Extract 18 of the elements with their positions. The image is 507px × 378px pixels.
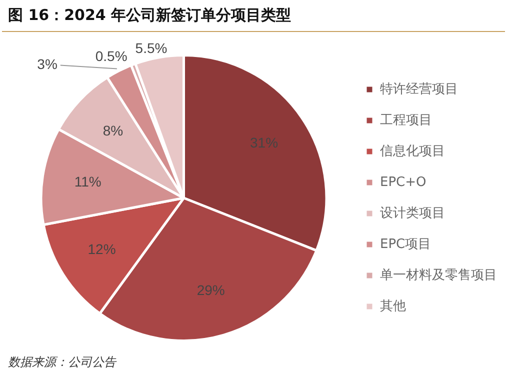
data-label: 11% xyxy=(74,174,102,190)
legend-label: 特许经营项目 xyxy=(380,82,458,97)
data-label: 5.5% xyxy=(135,40,168,56)
data-label: 3% xyxy=(37,56,58,72)
chart-title: 图 16：2024 年公司新签订单分项目类型 xyxy=(2,0,505,32)
data-label: 12% xyxy=(88,240,116,257)
legend-label: 工程项目 xyxy=(380,112,432,128)
legend-label: 设计类项目 xyxy=(380,206,445,221)
legend-label: 单一材料及零售项目 xyxy=(380,268,497,283)
source-note: 数据来源：公司公告 xyxy=(7,354,118,371)
legend-label: 信息化项目 xyxy=(380,144,445,159)
legend-label: EPC+O xyxy=(380,174,426,190)
data-label: 0.5% xyxy=(95,48,128,64)
data-label: 8% xyxy=(102,122,124,138)
legend-label: 其他 xyxy=(380,298,406,314)
legend-label: EPC项目 xyxy=(380,236,432,252)
data-label: 29% xyxy=(196,282,225,298)
data-label: 31% xyxy=(250,134,278,150)
